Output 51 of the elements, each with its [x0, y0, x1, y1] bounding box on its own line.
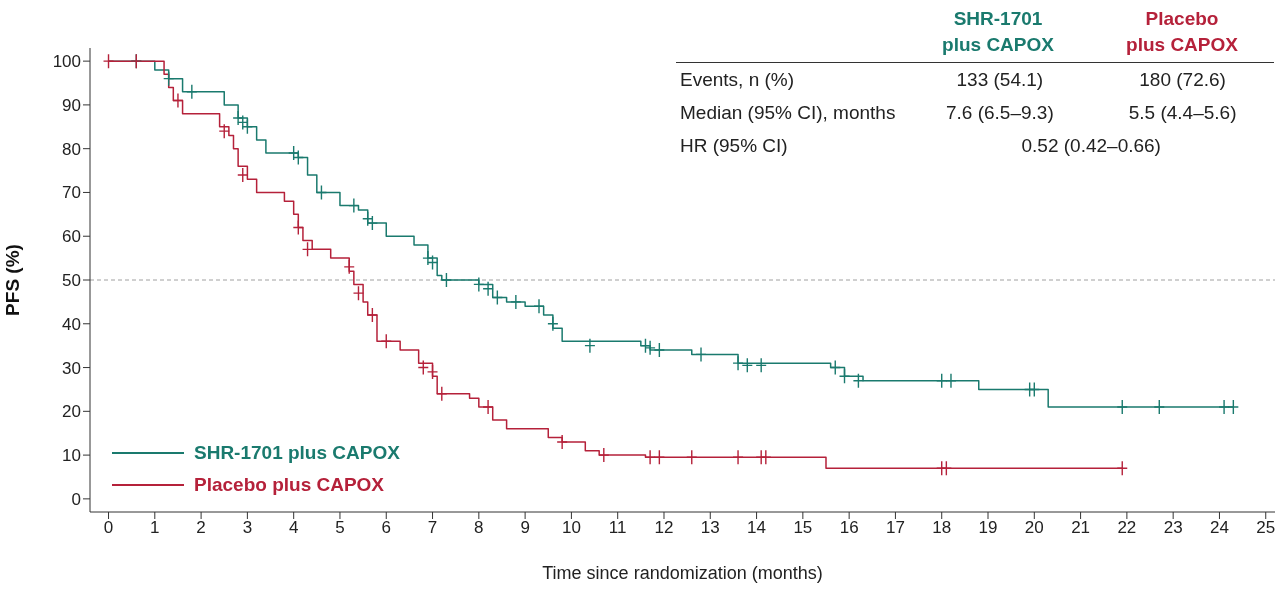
annotation: HR (95% CI) — [679, 134, 789, 157]
annotation: Placebo plus CAPOX — [1125, 7, 1239, 57]
annotation: SHR-1701 plus CAPOX — [941, 7, 1055, 57]
x-tick-label: 7 — [427, 518, 438, 538]
x-tick-label: 13 — [700, 518, 720, 538]
x-tick-label: 15 — [793, 518, 813, 538]
x-axis-title: Time since randomization (months) — [542, 563, 823, 583]
legend-label: SHR-1701 plus CAPOX — [194, 442, 400, 464]
y-tick-label: 10 — [62, 446, 81, 466]
y-tick-label: 90 — [62, 95, 81, 115]
x-tick-label: 16 — [839, 518, 859, 538]
x-tick-label: 5 — [335, 518, 345, 538]
x-tick-label: 10 — [561, 518, 581, 538]
y-tick-label: 0 — [71, 489, 81, 509]
y-tick-label: 40 — [62, 314, 81, 334]
x-tick-label: 1 — [150, 518, 160, 538]
x-tick-label: 20 — [1024, 518, 1044, 538]
x-tick-label: 14 — [747, 518, 767, 538]
legend-label: Placebo plus CAPOX — [194, 474, 385, 496]
x-tick-label: 22 — [1117, 518, 1137, 538]
annotation: 5.5 (4.4–5.6) — [1127, 101, 1238, 124]
y-tick-label: 70 — [62, 183, 81, 203]
y-tick-label: 50 — [62, 271, 81, 291]
x-tick-label: 23 — [1163, 518, 1183, 538]
y-tick-label: 60 — [62, 227, 81, 247]
x-tick-label: 9 — [520, 518, 530, 538]
annotation: 0.52 (0.42–0.66) — [1020, 134, 1162, 157]
x-tick-label: 19 — [978, 518, 998, 538]
annotation: Median (95% CI), months — [679, 101, 897, 124]
x-tick-label: 6 — [381, 518, 391, 538]
annotation: Events, n (%) — [679, 68, 796, 91]
annotation: 180 (72.6) — [1138, 68, 1227, 91]
x-tick-label: 12 — [654, 518, 674, 538]
x-tick-label: 25 — [1256, 518, 1276, 538]
x-tick-label: 17 — [885, 518, 905, 538]
y-axis-title: PFS (%) — [1, 244, 23, 316]
x-tick-label: 11 — [608, 518, 627, 538]
x-tick-label: 21 — [1071, 518, 1091, 538]
x-tick-label: 4 — [288, 518, 299, 538]
annotation: 7.6 (6.5–9.3) — [944, 101, 1055, 124]
x-tick-label: 0 — [103, 518, 114, 538]
y-tick-label: 20 — [62, 402, 81, 422]
annotation: 133 (54.1) — [955, 68, 1045, 91]
y-tick-label: 30 — [62, 358, 81, 378]
x-tick-label: 18 — [932, 518, 952, 538]
y-tick-label: 80 — [62, 139, 81, 159]
x-tick-label: 3 — [242, 518, 253, 538]
x-tick-label: 8 — [474, 518, 484, 538]
x-tick-label: 2 — [196, 518, 206, 538]
y-tick-label: 100 — [52, 52, 81, 72]
x-tick-label: 24 — [1209, 518, 1229, 538]
